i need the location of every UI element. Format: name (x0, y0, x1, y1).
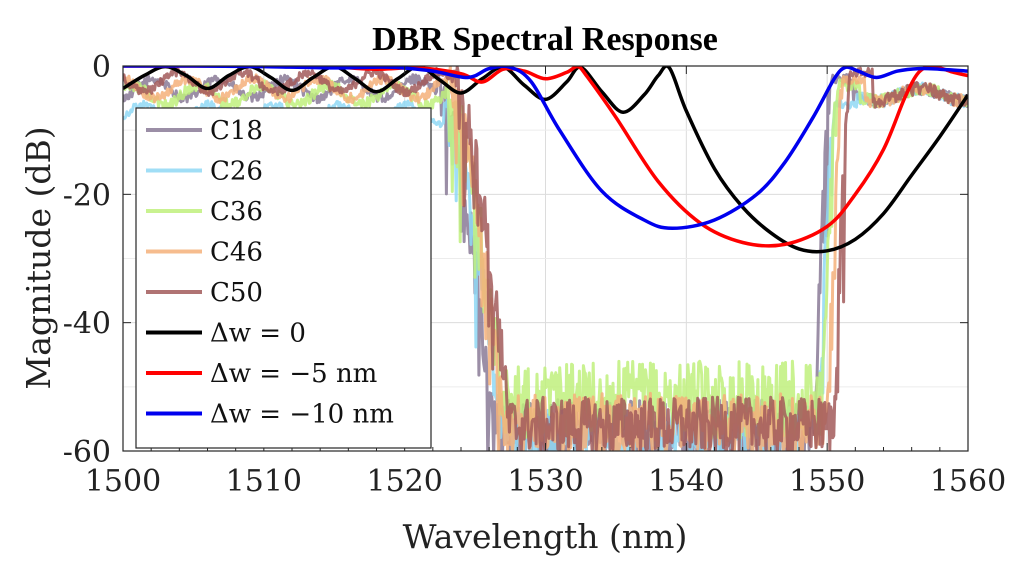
y-tick-label: -60 (63, 435, 111, 470)
x-axis-label: Wavelength (nm) (403, 517, 688, 556)
series-c50 (123, 66, 968, 451)
series-sim-0 (123, 66, 968, 254)
y-tick-label: -40 (63, 307, 111, 342)
y-axis-label: Magnitude (dB) (19, 126, 58, 389)
x-tick-label: 1560 (930, 464, 1006, 499)
y-tick-label: -20 (63, 178, 111, 213)
x-tick-label: 1510 (226, 464, 302, 499)
chart-title: DBR Spectral Response (372, 21, 718, 58)
legend: C18 C26 C36 C46 C50 Δw = 0 Δw = −5 nm Δw = −10 … (135, 107, 432, 449)
x-tick-label: 1500 (85, 464, 161, 499)
legend-label: Δw = 0 (210, 319, 306, 349)
legend-label: Δw = −10 nm (210, 400, 394, 430)
legend-label: C26 (210, 157, 263, 187)
legend-label: C46 (210, 238, 263, 268)
x-tick-label: 1550 (789, 464, 865, 499)
x-tick-label: 1540 (648, 464, 724, 499)
x-tick-label: 1520 (366, 464, 442, 499)
legend-label: Δw = −5 nm (210, 359, 377, 389)
legend-label: C50 (210, 278, 263, 308)
series-sim-1 (123, 66, 968, 248)
legend-box (135, 107, 432, 449)
x-tick-label: 1530 (507, 464, 583, 499)
axes: 1500 1510 1520 1530 1540 1550 1560 0 -20 -40 -60 (63, 50, 1006, 499)
legend-label: C36 (210, 197, 263, 227)
legend-label: C18 (210, 116, 263, 146)
y-tick-label: 0 (92, 50, 111, 85)
series-sim-2 (123, 66, 968, 231)
